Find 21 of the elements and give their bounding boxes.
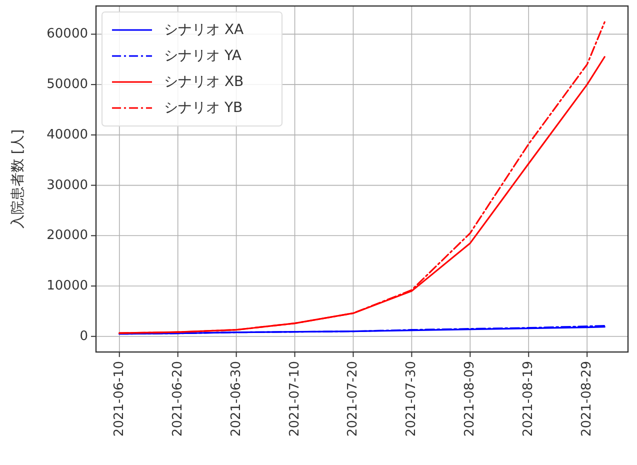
y-tick-label: 50000: [46, 77, 88, 92]
y-tick-label: 60000: [46, 26, 88, 42]
x-tick-label: 2021-06-10: [112, 361, 127, 437]
legend-label: シナリオ YA: [164, 48, 242, 64]
x-tick-label: 2021-07-20: [346, 361, 361, 437]
x-tick-label: 2021-08-19: [521, 361, 536, 437]
x-tick-label: 2021-07-30: [404, 361, 420, 437]
legend-label: シナリオ XA: [164, 22, 244, 38]
legend-label: シナリオ YB: [164, 100, 243, 116]
y-tick-label: 40000: [46, 127, 88, 142]
legend-label: シナリオ XB: [164, 74, 244, 90]
y-tick-label: 20000: [46, 228, 88, 244]
x-tick-label: 2021-07-10: [287, 361, 302, 437]
x-tick-label: 2021-08-09: [462, 361, 478, 437]
x-tick-label: 2021-06-20: [170, 361, 186, 437]
y-tick-label: 10000: [46, 278, 88, 294]
x-tick-label: 2021-08-29: [580, 361, 595, 437]
y-tick-label: 0: [80, 328, 88, 344]
x-tick-label: 2021-06-30: [228, 361, 244, 437]
y-tick-label: 30000: [46, 178, 88, 193]
y-axis-title: 入院患者数 [人]: [10, 129, 26, 229]
